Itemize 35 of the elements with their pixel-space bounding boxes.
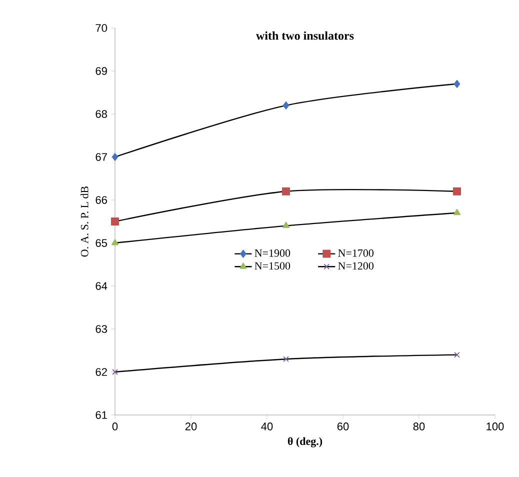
point: [282, 187, 290, 196]
x-tick-label: 0: [112, 422, 118, 430]
legend-label: N=1700: [338, 249, 374, 257]
point: [454, 352, 460, 358]
point: [453, 187, 462, 196]
point: [454, 80, 460, 88]
point: [112, 153, 118, 161]
legend-label: N=1900: [254, 249, 290, 257]
x-tick-label: 20: [185, 422, 197, 430]
y-tick-label: 69: [96, 67, 107, 75]
x-tick-label: 40: [261, 422, 273, 430]
y-tick-label: 66: [96, 196, 107, 204]
y-tick-label: 70: [96, 24, 108, 32]
y-tick-label: 65: [96, 239, 107, 247]
legend-label: N=1200: [338, 262, 374, 270]
y-tick-label: 64: [96, 282, 108, 290]
y-tick-label: 67: [96, 153, 107, 161]
legend-label: N=1500: [254, 262, 290, 270]
x-tick-label: 80: [413, 422, 425, 430]
x-tick-label: 100: [486, 422, 504, 430]
point: [453, 208, 461, 216]
x-axis-title: θ (deg.): [288, 437, 322, 448]
point: [282, 222, 290, 228]
point: [112, 369, 118, 375]
point: [111, 239, 119, 246]
y-tick-label: 63: [96, 325, 107, 333]
y-tick-label: 61: [96, 411, 107, 419]
point: [283, 356, 289, 362]
y-axis-title: O. A. S. P. L dB: [80, 186, 88, 257]
point: [111, 218, 119, 226]
y-tick-label: 62: [96, 368, 107, 376]
x-tick-label: 60: [337, 422, 349, 430]
y-tick-label: 68: [96, 110, 107, 118]
chart-title: with two insulators: [256, 31, 354, 40]
point: [282, 101, 290, 110]
